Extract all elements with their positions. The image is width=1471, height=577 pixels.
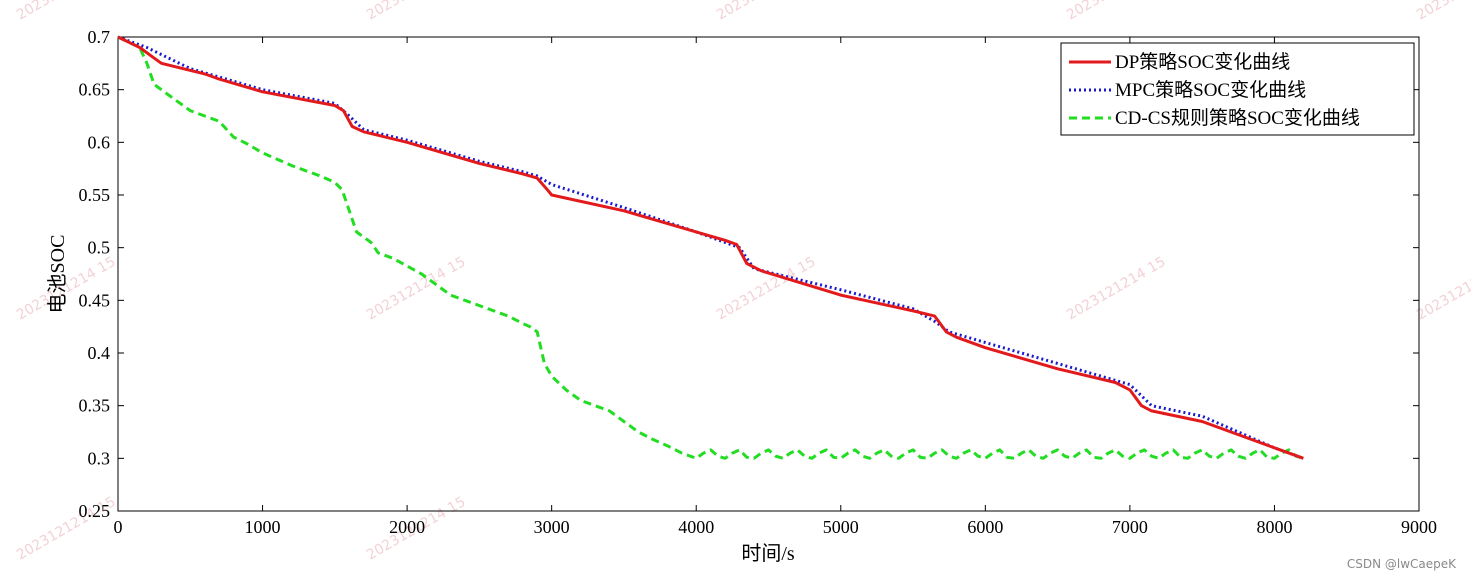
watermark-text: 2023121214 15 [1414,254,1471,324]
x-tick-label: 8000 [1256,517,1292,537]
series-layer [117,35,1304,460]
x-tick-label: 1000 [245,517,281,537]
y-axis: 0.25 0.3 0.35 0.4 0.45 0.5 0.55 0.6 0.65 0.7 [79,27,1419,521]
series-line-dp [117,35,1304,460]
x-tick-label: 4000 [678,517,714,537]
y-tick-label: 0.25 [79,501,111,521]
legend-box [1060,42,1415,136]
legend-label-dp: DP策略SOC变化曲线 [1115,51,1290,73]
y-tick-label: 0.6 [88,132,111,152]
x-tick-label: 6000 [967,517,1003,537]
watermark-text: 2023121214 15 [1064,254,1168,324]
y-tick-label: 0.45 [79,290,111,310]
y-tick-label: 0.55 [79,185,111,205]
y-tick-label: 0.3 [88,448,111,468]
y-tick-label: 0.4 [88,343,111,363]
legend-label-cdcs: CD-CS规则策略SOC变化曲线 [1115,107,1360,129]
series-line-cdcs [117,35,1304,460]
watermark-text: 2023121214 15 [714,254,818,324]
y-tick-label: 0.65 [79,80,111,100]
watermark-text: 2023121214 15 [14,0,118,23]
x-tick-label: 3000 [534,517,570,537]
y-tick-label: 0.35 [79,396,111,416]
watermark-text: 2023121214 15 [364,0,468,23]
watermark-text: 2023121214 15 [714,0,818,23]
plot-area-frame [117,36,1420,512]
x-tick-label: 0 [114,517,123,537]
x-tick-label: 7000 [1112,517,1148,537]
watermark-text: 2023121214 15 [364,254,468,324]
credit-text: CSDN @lwCaepeK [1347,557,1457,571]
watermark-text: 2023121214 15 [1414,0,1471,23]
x-tick-label: 9000 [1401,517,1437,537]
x-tick-label: 5000 [823,517,859,537]
x-axis: 0 1000 2000 3000 4000 5000 6000 7000 8000 9000 [114,37,1437,537]
legend-label-mpc: MPC策略SOC变化曲线 [1115,79,1306,101]
x-axis-label: 时间/s [741,542,795,565]
x-tick-label: 2000 [389,517,425,537]
y-tick-label: 0.5 [88,238,111,258]
y-tick-label: 0.7 [88,27,111,47]
legend: DP策略SOC变化曲线 MPC策略SOC变化曲线 CD-CS规则策略SOC变化曲… [1060,42,1415,136]
y-axis-label: 电池SOC [46,235,69,314]
watermark-text: 2023121214 15 [1064,0,1168,23]
